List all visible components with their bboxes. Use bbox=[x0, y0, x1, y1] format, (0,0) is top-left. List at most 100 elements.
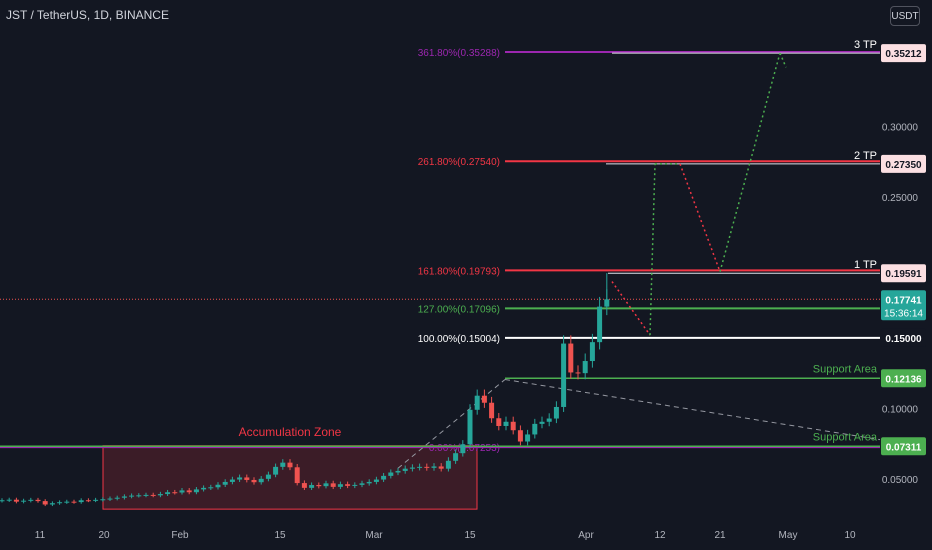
candle-body bbox=[28, 499, 34, 501]
candle-body bbox=[35, 499, 41, 502]
candle-body bbox=[294, 467, 300, 484]
y-tick-label: 0.05000 bbox=[882, 475, 919, 486]
projection-segment bbox=[649, 163, 656, 336]
candle-body bbox=[13, 499, 19, 502]
y-tick-label: 0.25000 bbox=[882, 193, 919, 204]
candle-body bbox=[208, 487, 214, 489]
candle-body bbox=[352, 484, 358, 486]
x-tick-label: Apr bbox=[578, 530, 594, 541]
y-tick-label: 0.30000 bbox=[882, 123, 919, 134]
candle-body bbox=[280, 462, 286, 467]
price-label: 0.15000 bbox=[885, 334, 922, 345]
candle-body bbox=[525, 434, 531, 442]
x-tick-label: Mar bbox=[365, 530, 383, 541]
fib-level-label: 261.80%(0.27540) bbox=[418, 157, 500, 168]
candle-body bbox=[215, 484, 221, 488]
candle-body bbox=[229, 479, 235, 482]
price-label-box bbox=[881, 369, 926, 388]
candle-body bbox=[136, 495, 142, 497]
candle-body bbox=[582, 361, 588, 374]
x-tick-label: 15 bbox=[464, 530, 476, 541]
candle-body bbox=[568, 343, 574, 373]
price-label: 0.07311 bbox=[886, 442, 922, 453]
price-label: 0.27350 bbox=[885, 160, 922, 171]
fib-level-label: 361.80%(0.35288) bbox=[418, 48, 500, 59]
x-tick-label: 21 bbox=[714, 530, 726, 541]
x-tick-label: Feb bbox=[171, 530, 189, 541]
chart-labels: 3 TP 2 TP 1 TP Support Area Support Area bbox=[813, 39, 878, 443]
candle-body bbox=[424, 466, 430, 468]
candle-body bbox=[237, 477, 243, 480]
candle-body bbox=[186, 490, 192, 493]
candle-body bbox=[345, 484, 351, 486]
fib-level-label: 161.80%(0.19793) bbox=[418, 266, 500, 277]
candle-body bbox=[474, 395, 480, 410]
level-lines: 361.80%(0.35288) 261.80%(0.27540) 161.80%(… bbox=[0, 48, 881, 469]
candle-body bbox=[481, 395, 487, 403]
candle-body bbox=[179, 490, 185, 493]
candle-body bbox=[244, 477, 250, 480]
chart-title: JST / TetherUS, 1D, BINANCE bbox=[6, 8, 169, 22]
target-label: 3 TP bbox=[854, 39, 877, 51]
candle-body bbox=[510, 421, 516, 431]
price-label-box bbox=[881, 154, 926, 173]
support-label: Support Area bbox=[813, 431, 878, 443]
projection-segment bbox=[779, 52, 787, 68]
price-label-box bbox=[881, 290, 926, 321]
currency-button[interactable]: USDT bbox=[890, 6, 920, 26]
candle-body bbox=[143, 494, 149, 496]
candle-body bbox=[309, 485, 315, 488]
candle-body bbox=[467, 409, 473, 445]
candle-body bbox=[258, 478, 264, 483]
candle-body bbox=[273, 466, 279, 475]
candle-body bbox=[337, 484, 343, 487]
candle-body bbox=[323, 483, 329, 487]
fib-level-label: 127.00%(0.17096) bbox=[418, 304, 500, 315]
candle-body bbox=[150, 494, 156, 496]
candle-body bbox=[78, 500, 84, 503]
price-label-box bbox=[881, 328, 926, 347]
price-label-box bbox=[881, 264, 926, 283]
candle-body bbox=[251, 479, 257, 483]
candle-body bbox=[503, 421, 509, 426]
candle-body bbox=[517, 430, 523, 442]
price-label: 0.19591 bbox=[885, 269, 922, 280]
accumulation-zone: Accumulation Zone bbox=[102, 425, 478, 510]
accumulation-zone-label: Accumulation Zone bbox=[239, 425, 342, 439]
candle-body bbox=[553, 406, 559, 419]
price-label: 0.17741 bbox=[885, 295, 922, 306]
candle-body bbox=[85, 500, 91, 502]
candle-body bbox=[597, 306, 603, 343]
candle-body bbox=[287, 462, 293, 468]
x-tick-label: 20 bbox=[98, 530, 110, 541]
candle-body bbox=[71, 501, 77, 503]
candle-body bbox=[489, 402, 495, 419]
accumulation-zone-box bbox=[102, 445, 478, 510]
candle-body bbox=[453, 453, 459, 461]
candle-body bbox=[42, 501, 48, 505]
price-label: 0.35212 bbox=[885, 49, 922, 60]
candle-body bbox=[460, 444, 466, 454]
candle-body bbox=[21, 500, 27, 502]
target-label: 1 TP bbox=[854, 259, 877, 271]
support-label: Support Area bbox=[813, 363, 878, 375]
candle-body bbox=[417, 466, 423, 468]
fib-level-label: 100.00%(0.15004) bbox=[418, 334, 500, 345]
candle-body bbox=[575, 372, 581, 374]
candle-body bbox=[0, 500, 5, 502]
candle-body bbox=[330, 483, 336, 487]
candle-body bbox=[561, 343, 567, 407]
trend-line bbox=[504, 378, 881, 441]
target-label: 2 TP bbox=[854, 150, 877, 162]
candle-body bbox=[6, 499, 12, 501]
candle-body bbox=[129, 495, 135, 497]
candle-body bbox=[381, 475, 387, 480]
candle-body bbox=[438, 466, 444, 469]
x-tick-label: 10 bbox=[844, 530, 856, 541]
candle-body bbox=[316, 485, 322, 487]
price-label-box bbox=[881, 437, 926, 456]
candle-body bbox=[121, 496, 127, 498]
candle-body bbox=[100, 499, 106, 501]
candle-body bbox=[409, 467, 415, 469]
